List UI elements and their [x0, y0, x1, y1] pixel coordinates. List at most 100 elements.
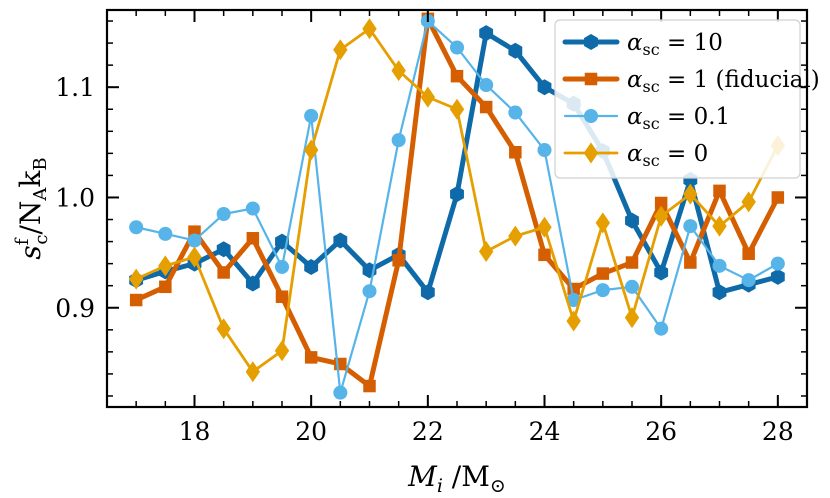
legend-item-0: αsc = 10	[562, 30, 723, 59]
data-point-s0-14	[537, 79, 552, 96]
legend-subscript: sc	[643, 77, 660, 96]
data-point-s1-18	[654, 196, 668, 210]
legend-marker-0	[584, 34, 598, 50]
data-point-s0-4	[245, 275, 260, 292]
data-point-s3-1	[158, 255, 173, 277]
legend-label-1: αsc = 1 (fiducial)	[627, 67, 820, 96]
legend-subscript: sc	[643, 40, 660, 59]
legend-item-3: αsc = 0	[563, 141, 708, 170]
x-tick-label: 20	[295, 417, 327, 446]
data-point-s1-9	[392, 254, 405, 267]
axes: 18 20 22 24 26 28 0.9 1.0 1.1 Mi /M⊙ sfc/NAkB	[12, 8, 809, 497]
data-point-s2-4	[245, 201, 260, 216]
data-point-s1-19	[684, 256, 697, 269]
data-point-s3-21	[741, 191, 756, 213]
data-point-s0-22	[770, 268, 785, 285]
data-point-s3-13	[508, 225, 523, 247]
series-3	[128, 18, 786, 383]
data-point-s2-21	[741, 273, 756, 288]
data-point-s3-18	[653, 205, 669, 227]
series-layer	[128, 12, 786, 400]
data-point-s2-16	[595, 283, 610, 298]
data-point-s0-13	[508, 42, 523, 59]
data-point-s1-22	[771, 191, 785, 204]
legend-symbol: α	[627, 104, 643, 130]
plot-area	[128, 12, 786, 400]
data-point-s0-10	[420, 284, 435, 301]
legend-subscript: sc	[643, 114, 660, 133]
data-point-s1-3	[217, 266, 230, 279]
legend-item-2: αsc = 0.1	[563, 104, 730, 133]
data-point-s2-2	[187, 233, 202, 248]
data-point-s3-4	[245, 361, 261, 383]
legend-marker-1	[584, 72, 598, 86]
data-point-s3-11	[449, 98, 465, 120]
data-point-s0-18	[654, 264, 669, 281]
x-axis-title: Mi /M⊙	[407, 460, 506, 497]
data-point-s3-19	[683, 183, 698, 205]
x-tick-label: 18	[179, 417, 211, 446]
data-point-s1-13	[509, 146, 522, 159]
data-point-s0-11	[450, 186, 464, 203]
legend-text: = 1 (fiducial)	[660, 67, 820, 93]
data-point-s3-9	[391, 60, 406, 82]
legend-symbol: α	[627, 30, 643, 56]
data-point-s1-11	[450, 69, 464, 83]
data-point-s2-14	[537, 143, 552, 158]
legend-subscript: sc	[643, 151, 660, 170]
data-point-s2-9	[391, 133, 406, 148]
y-tick-label: 0.9	[55, 294, 95, 323]
data-point-s2-8	[362, 284, 377, 299]
data-point-s3-10	[420, 86, 436, 108]
legend-label-0: αsc = 10	[627, 30, 723, 59]
legend-text: = 0.1	[660, 104, 730, 130]
data-point-s0-6	[304, 258, 319, 275]
data-point-s2-22	[770, 256, 785, 271]
data-point-s0-7	[333, 232, 348, 249]
data-point-s3-2	[187, 246, 202, 268]
data-point-s1-21	[742, 247, 755, 260]
data-point-s3-17	[624, 307, 640, 329]
data-point-s3-6	[303, 139, 319, 161]
legend-label-2: αsc = 0.1	[627, 104, 730, 133]
x-tick-label: 26	[645, 417, 677, 446]
data-point-s3-5	[274, 340, 290, 362]
data-point-s1-20	[713, 184, 726, 198]
y-tick-label: 1.1	[55, 73, 95, 102]
data-point-s2-18	[654, 321, 669, 336]
data-point-s1-6	[304, 351, 318, 364]
data-point-s3-0	[128, 268, 144, 290]
data-point-s3-12	[478, 241, 494, 263]
data-point-s1-4	[246, 232, 260, 245]
x-tick-label: 24	[529, 417, 561, 446]
data-point-s1-1	[159, 280, 172, 294]
data-point-s3-8	[362, 18, 377, 40]
data-point-s3-14	[537, 216, 552, 238]
data-point-s2-15	[566, 293, 581, 308]
legend-symbol: α	[627, 141, 643, 167]
series-2	[129, 14, 785, 400]
legend-marker-3	[583, 142, 599, 164]
y-tick-label: 1.0	[55, 183, 95, 212]
data-point-s3-7	[333, 39, 348, 61]
x-tick-label: 28	[762, 417, 794, 446]
data-point-s3-20	[712, 215, 727, 237]
data-point-s2-6	[304, 108, 319, 123]
data-point-s0-17	[625, 212, 639, 229]
data-point-s2-12	[479, 77, 494, 93]
legend-label-3: αsc = 0	[627, 141, 708, 170]
x-tick-label: 22	[412, 417, 444, 446]
y-axis-title: sfc/NAkB	[12, 157, 52, 259]
data-point-s3-3	[216, 318, 231, 340]
data-point-s2-13	[508, 105, 523, 120]
data-point-s1-12	[479, 100, 493, 114]
data-point-s2-19	[683, 219, 698, 234]
data-point-s1-8	[363, 379, 376, 393]
data-point-s1-5	[275, 290, 289, 303]
data-point-s2-1	[158, 226, 173, 241]
data-point-s2-17	[624, 279, 640, 294]
data-point-s0-3	[216, 241, 231, 258]
data-point-s2-0	[129, 220, 144, 235]
